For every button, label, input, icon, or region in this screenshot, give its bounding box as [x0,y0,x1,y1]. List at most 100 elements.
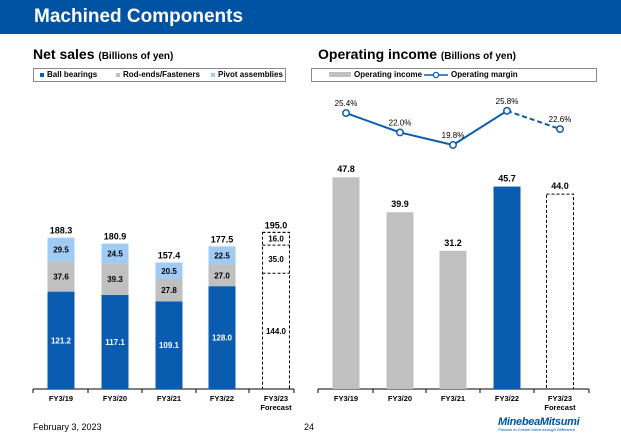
net-sales-segment-label: 29.5 [53,246,69,255]
legend-operating-margin-label: Operating margin [451,70,518,79]
operating-income-title-text: Operating income [318,46,438,62]
operating-income-value-label: 39.9 [391,199,409,209]
operating-margin-point [503,106,511,115]
operating-income-value-label: 31.2 [444,238,462,248]
operating-margin-label: 25.4% [335,99,358,108]
operating-income-forecast-bar [546,193,574,390]
net-sales-total-label: 195.0 [265,220,288,230]
net-sales-bar-pivot-assemblies [155,262,183,280]
net-sales-segment-label: 20.5 [161,267,177,276]
net-sales-segment-label: 39.3 [107,275,123,284]
operating-margin-point [342,109,350,118]
net-sales-segment-label: 27.0 [214,271,230,280]
net-sales-category-label: FY3/20 [103,394,127,403]
operating-income-value-label: 44.0 [551,181,569,191]
legend-rod-ends-label: Rod-ends/Fasteners [123,70,200,79]
page-number: 24 [304,422,315,432]
title-bar: Machined Components [0,0,621,34]
net-sales-category-label: FY3/23 [264,394,288,403]
net-sales-bar-pivot-assemblies [47,237,75,262]
net-sales-title: Net sales (Billions of yen) [33,46,173,62]
net-sales-bar-ball-bearings [101,294,129,389]
company-logo: MinebeaMitsumi Passion to Create Value t… [498,416,608,432]
operating-margin-label: 25.8% [496,97,519,106]
net-sales-segment-label: 117.1 [105,338,125,347]
page-title: Machined Components [34,6,244,27]
legend-operating-margin-swatch [424,71,448,79]
operating-income-value-label: 45.7 [498,174,516,184]
operating-income-bar [439,250,467,389]
legend-operating-income-swatch [329,72,351,78]
operating-income-bar [386,212,414,389]
legend-pivot: Pivot assemblies [211,69,283,81]
operating-income-category-label: FY3/19 [334,394,358,403]
net-sales-segment-label: 24.5 [107,249,123,258]
legend-ball-bearings: Ball bearings [40,69,97,81]
net-sales-bar-ball-bearings [155,301,183,389]
operating-income-value-label: 47.8 [337,164,355,174]
operating-margin-label: 22.0% [389,118,412,127]
operating-income-category-label: FY3/20 [388,394,412,403]
net-sales-bar-pivot-assemblies [208,246,236,265]
net-sales-segment-label: 109.1 [159,341,180,350]
logo-tagline: Passion to Create Value through Differen… [498,427,576,432]
operating-margin-label: 19.8% [442,131,465,140]
operating-income-legend: Operating income Operating margin [311,68,597,82]
operating-income-bar [493,186,521,389]
net-sales-bar-pivot-assemblies [101,243,129,264]
logo-name: MinebeaMitsumi [498,416,580,428]
operating-margin-forecast-segment [506,109,561,130]
net-sales-bar-rod-ends-fasteners [155,279,183,302]
legend-operating-income-label: Operating income [354,70,423,79]
operating-margin-point [556,125,564,133]
legend-operating-income: Operating income [329,69,422,81]
net-sales-bar-rod-ends-fasteners [47,261,75,292]
net-sales-total-label: 180.9 [104,232,127,242]
footer-date: February 3, 2023 [33,422,102,432]
net-sales-total-label: 157.4 [158,251,181,261]
net-sales-forecast-bar [262,231,290,390]
operating-margin-label: 22.6% [549,115,572,124]
net-sales-segment-label: 35.0 [268,255,284,264]
operating-margin-point [396,128,404,137]
net-sales-segment-label: 37.6 [53,273,69,282]
operating-income-category-label: Forecast [544,403,576,412]
net-sales-segment-label: 16.0 [268,235,284,244]
net-sales-total-label: 188.3 [50,226,73,236]
net-sales-bar-ball-bearings [208,286,236,389]
net-sales-total-label: 177.5 [211,234,234,244]
net-sales-category-label: Forecast [260,403,292,412]
operating-margin-segment [452,109,508,146]
legend-rod-ends-swatch [116,72,120,77]
legend-pivot-swatch [211,72,215,77]
net-sales-segment-label: 121.2 [51,336,72,345]
operating-income-title: Operating income (Billions of yen) [318,46,516,62]
operating-margin-segment [399,131,454,146]
legend-ball-bearings-swatch [40,72,44,77]
net-sales-segment-label: 22.5 [214,251,230,260]
net-sales-category-label: FY3/22 [210,394,234,403]
legend-pivot-label: Pivot assemblies [218,70,283,79]
net-sales-legend: Ball bearings Rod-ends/Fasteners Pivot a… [33,68,286,82]
operating-income-category-label: FY3/22 [495,394,519,403]
net-sales-segment-label: 128.0 [212,334,233,343]
operating-income-unit: (Billions of yen) [440,51,516,62]
legend-ball-bearings-label: Ball bearings [47,70,98,79]
operating-income-category-label: FY3/21 [441,394,465,403]
net-sales-bar-rod-ends-fasteners [101,263,129,295]
legend-rod-ends: Rod-ends/Fasteners [116,69,200,81]
operating-income-bar [332,177,360,389]
net-sales-segment-label: 144.0 [266,327,287,336]
operating-margin-segment [345,112,401,134]
net-sales-bar-ball-bearings [47,291,75,389]
legend-operating-margin: Operating margin [424,69,518,81]
operating-margin-point [449,141,457,149]
operating-income-category-label: FY3/23 [548,394,572,403]
net-sales-segment-label: 27.8 [161,286,177,295]
net-sales-bar-rod-ends-fasteners [208,264,236,287]
net-sales-title-text: Net sales [33,46,95,62]
net-sales-unit: (Billions of yen) [98,51,174,62]
net-sales-category-label: FY3/21 [157,394,181,403]
net-sales-category-label: FY3/19 [49,394,73,403]
